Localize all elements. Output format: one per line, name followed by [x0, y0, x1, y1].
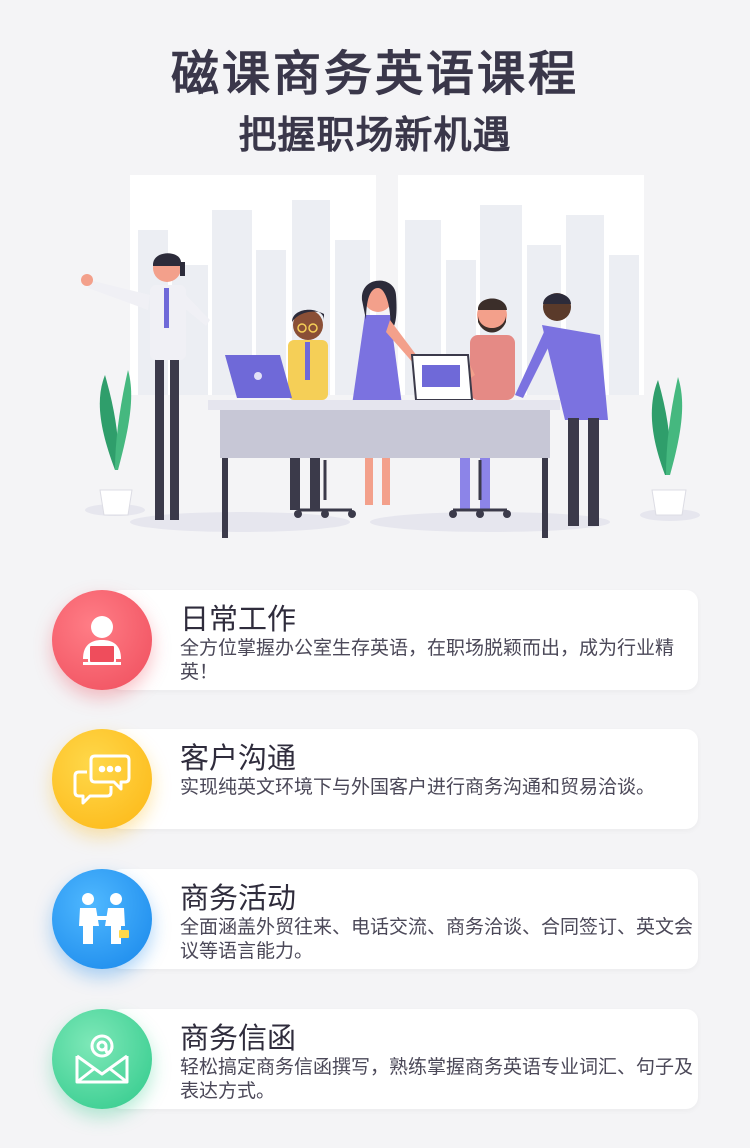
page-subtitle: 把握职场新机遇 — [238, 113, 512, 157]
feature-title: 商务信函 — [180, 1021, 297, 1055]
feature-card-business-letters: 商务信函 轻松搞定商务信函撰写，熟练掌握商务英语专业词汇、句子及表达方式。 — [110, 1009, 698, 1109]
feature-description: 轻松搞定商务信函撰写，熟练掌握商务英语专业词汇、句子及表达方式。 — [180, 1056, 694, 1102]
feature-description: 实现纯英文环境下与外国客户进行商务沟通和贸易洽谈。 — [180, 776, 656, 798]
handshake-icon — [52, 869, 152, 969]
chat-bubbles-icon — [52, 729, 152, 829]
feature-description: 全面涵盖外贸往来、电话交流、商务洽谈、合同签订、英文会议等语言能力。 — [180, 916, 694, 962]
feature-title: 商务活动 — [180, 881, 297, 915]
page-title: 磁课商务英语课程 — [170, 46, 579, 102]
office-worker-icon — [52, 590, 152, 690]
feature-title: 日常工作 — [180, 602, 297, 636]
feature-card-business-activities: 商务活动 全面涵盖外贸往来、电话交流、商务洽谈、合同签订、英文会议等语言能力。 — [110, 869, 698, 969]
feature-title: 客户沟通 — [180, 741, 297, 775]
feature-card-daily-work: 日常工作 全方位掌握办公室生存英语，在职场脱颖而出，成为行业精英！ — [110, 590, 698, 690]
feature-card-client-communication: 客户沟通 实现纯英文环境下与外国客户进行商务沟通和贸易洽谈。 — [110, 729, 698, 829]
office-team-illustration — [81, 175, 700, 538]
feature-description: 全方位掌握办公室生存英语，在职场脱颖而出，成为行业精英！ — [180, 637, 675, 683]
email-icon — [52, 1009, 152, 1109]
